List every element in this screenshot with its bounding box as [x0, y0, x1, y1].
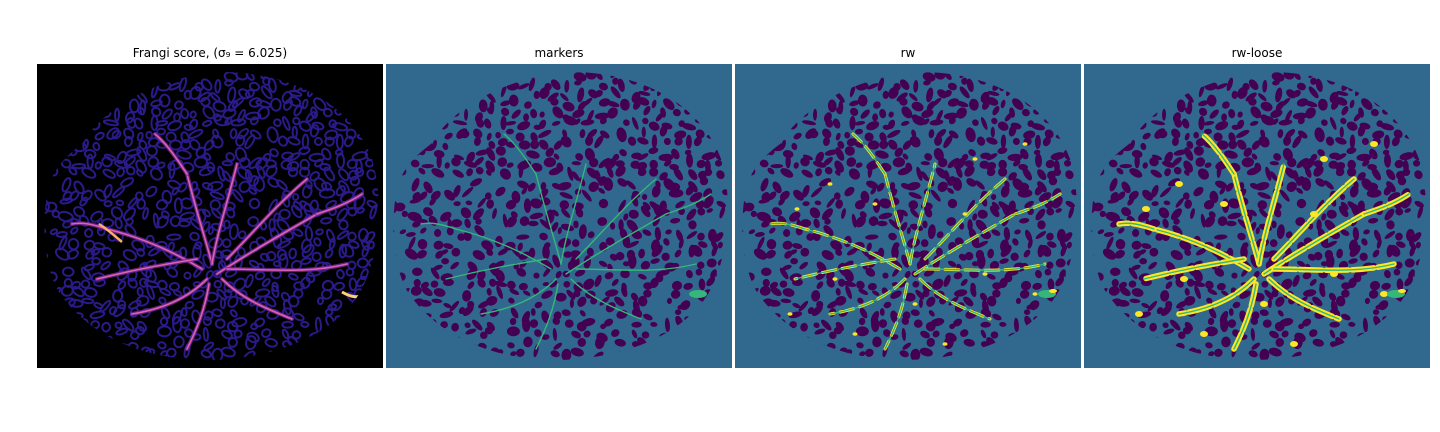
panel-title-frangi: Frangi score, (σ₉ = 6.025)	[132, 46, 288, 60]
panel-title-rw: rw	[900, 46, 916, 60]
image-frangi	[37, 64, 383, 368]
image-rw-loose	[1084, 64, 1430, 368]
image-markers	[386, 64, 732, 368]
panel-title-markers: markers	[534, 46, 584, 60]
image-rw	[735, 64, 1081, 368]
panel-title-rw-loose: rw-loose	[1231, 46, 1283, 60]
